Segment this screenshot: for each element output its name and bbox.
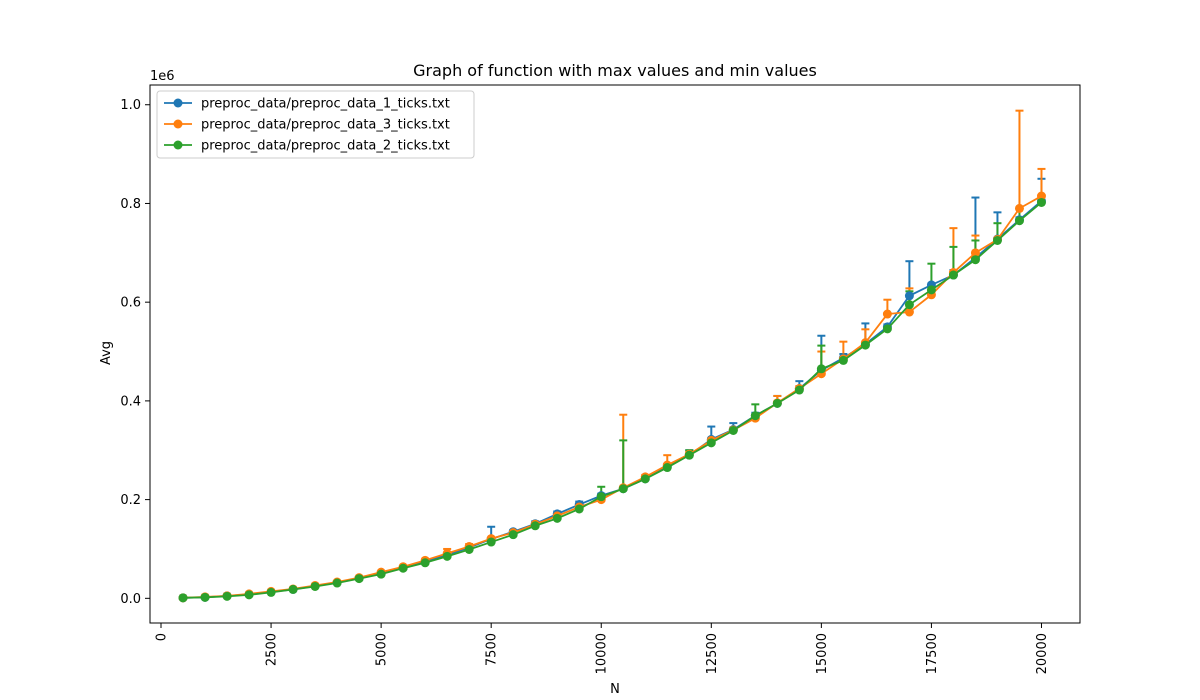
data-point (1014, 216, 1024, 226)
legend-swatch-marker (173, 119, 183, 129)
data-point (684, 450, 694, 460)
data-point (794, 385, 804, 395)
y-tick-label: 0.4 (120, 394, 141, 409)
legend-swatch-marker (173, 98, 183, 108)
data-point (948, 270, 958, 280)
legend: preproc_data/preproc_data_1_ticks.txtpre… (156, 90, 475, 159)
series-line-3 (182, 201, 1043, 599)
y-axis-label: Avg (99, 341, 114, 365)
data-point (882, 309, 892, 319)
legend-box (156, 90, 475, 159)
y-axis-ticks: 0.0 0.2 0.4 0.6 0.8 1.0 (120, 98, 150, 607)
series-layer (178, 191, 1046, 603)
data-point (354, 574, 364, 584)
data-point (288, 584, 298, 594)
data-point (442, 551, 452, 561)
data-point (750, 411, 760, 421)
data-point (706, 438, 716, 448)
x-tick-label: 12500 (705, 633, 720, 674)
data-point (178, 593, 188, 603)
legend-swatch-marker (173, 140, 183, 150)
data-point (970, 255, 980, 265)
data-point (244, 590, 254, 600)
data-point (904, 291, 914, 301)
data-point (1036, 191, 1046, 201)
x-tick-label: 20000 (1035, 633, 1050, 674)
data-point (618, 484, 628, 494)
data-point (970, 248, 980, 258)
data-point (816, 364, 826, 374)
data-point (464, 544, 474, 554)
x-tick-label: 0 (155, 633, 170, 641)
x-tick-label: 10000 (595, 633, 610, 674)
data-point (992, 235, 1002, 245)
data-point (882, 324, 892, 334)
axes-frame (149, 84, 1081, 624)
data-point (596, 492, 606, 502)
y-tick-label: 0.0 (120, 592, 141, 607)
y-tick-label: 0.6 (120, 296, 141, 311)
data-point (1014, 203, 1024, 213)
data-point (838, 355, 848, 365)
data-point (728, 426, 738, 436)
data-point (222, 591, 232, 601)
data-point (398, 563, 408, 573)
x-tick-label: 2500 (265, 633, 280, 666)
y-tick-label: 1.0 (120, 98, 141, 113)
series-line-2 (182, 195, 1042, 599)
data-point (904, 300, 914, 310)
x-axis-ticks: 0 2500 5000 7500 10000 12500 15000 17500 20000 (155, 623, 1050, 674)
legend-entry-label: preproc_data/preproc_data_2_ticks.txt (201, 139, 450, 154)
x-tick-label: 7500 (485, 633, 500, 666)
legend-entry-label: preproc_data/preproc_data_1_ticks.txt (201, 97, 450, 112)
data-point (508, 530, 518, 540)
data-point (1036, 197, 1046, 207)
legend-entry-label: preproc_data/preproc_data_3_ticks.txt (201, 118, 450, 133)
x-axis-label: N (610, 682, 620, 697)
y-offset-label: 1e6 (150, 69, 175, 84)
data-point (772, 398, 782, 408)
data-point (530, 521, 540, 531)
data-point (486, 537, 496, 547)
x-tick-label: 15000 (815, 633, 830, 674)
data-point (310, 581, 320, 591)
data-point (266, 587, 276, 597)
x-tick-label: 5000 (375, 633, 390, 666)
data-point (574, 504, 584, 514)
data-point (552, 513, 562, 523)
data-point (640, 474, 650, 484)
data-point (376, 569, 386, 579)
data-point (420, 558, 430, 568)
x-tick-label: 17500 (925, 633, 940, 674)
data-point (926, 285, 936, 295)
y-tick-label: 0.8 (120, 197, 141, 212)
data-point (662, 463, 672, 473)
y-tick-label: 0.2 (120, 493, 141, 508)
data-point (860, 340, 870, 350)
data-point (904, 307, 914, 317)
data-point (332, 578, 342, 588)
data-point (200, 592, 210, 602)
chart-title: Graph of function with max values and mi… (413, 61, 817, 80)
